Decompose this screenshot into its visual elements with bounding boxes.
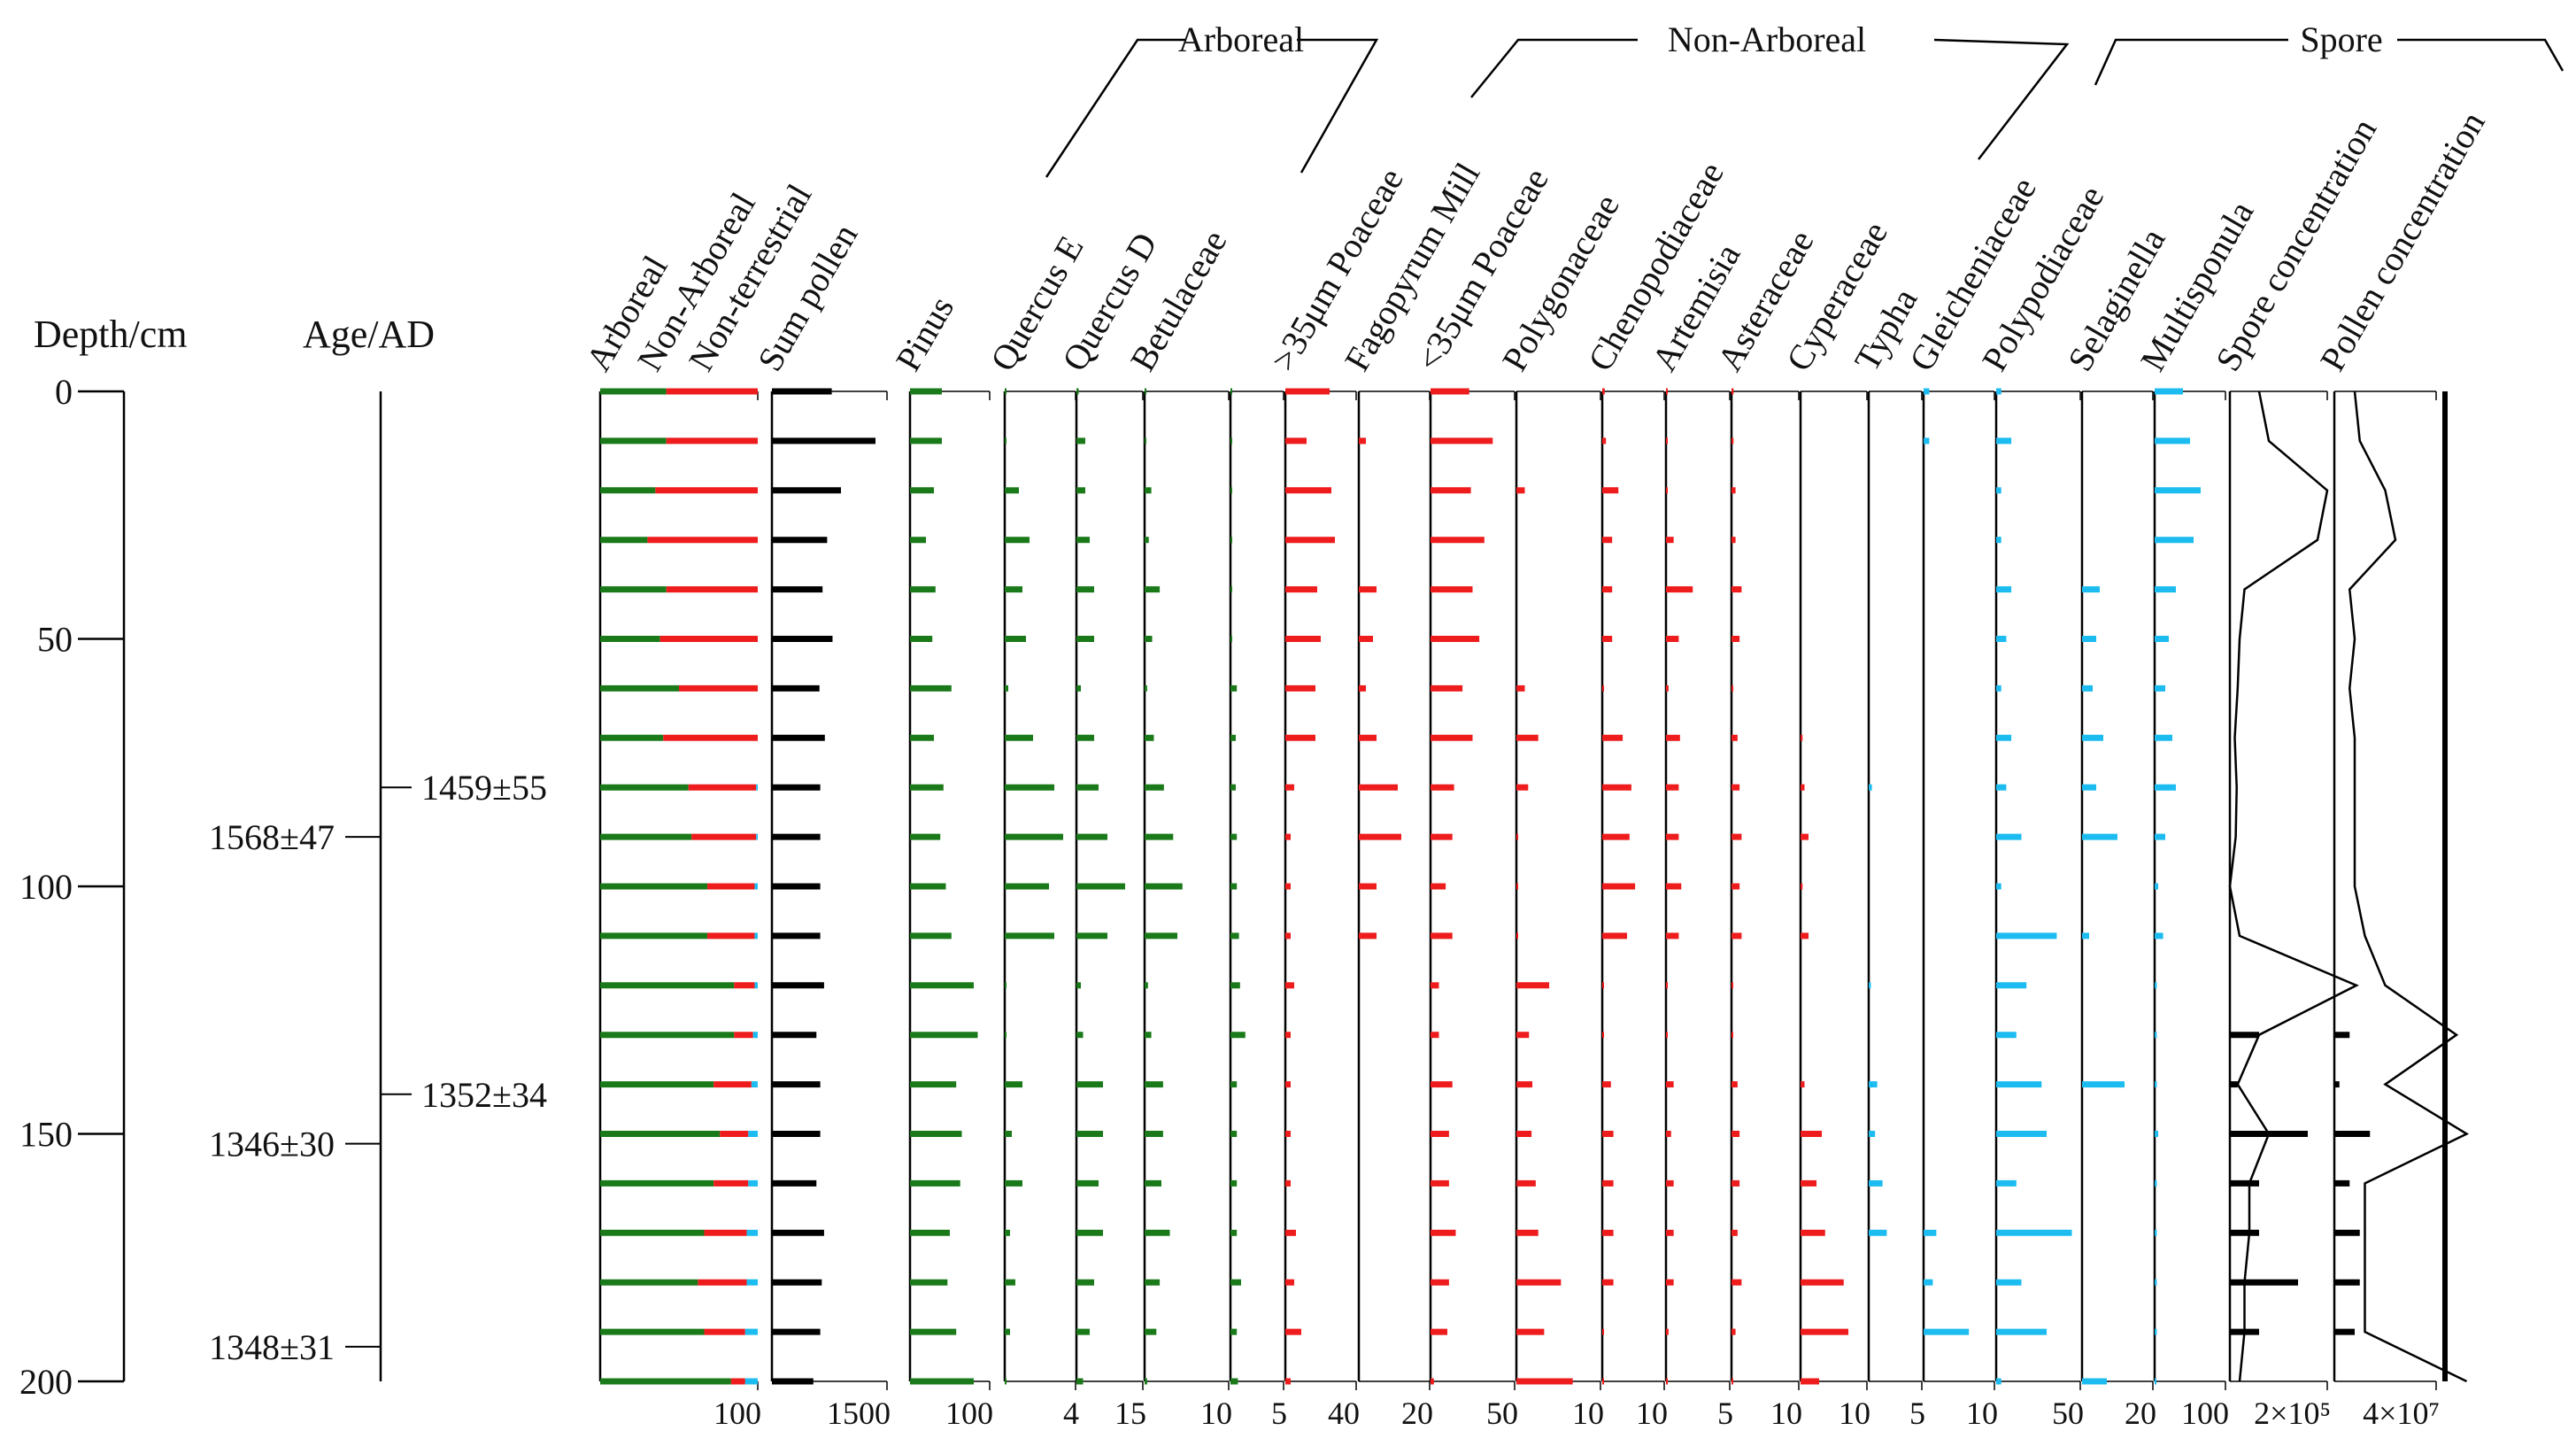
group-bracket-line [1297,38,1379,174]
column-scale-label: 1500 [827,1396,891,1431]
column-scale-label: 10 [1839,1396,1870,1431]
column-scale-label: 10 [1966,1396,1998,1431]
column-scale-label: 5 [1717,1396,1733,1431]
column-scale-label: 5 [1271,1396,1287,1431]
group-bracket-line [1045,38,1186,178]
column-scale-label: 10 [1200,1396,1232,1431]
age-axis-label: Age/AD [303,313,435,356]
depth-tick-label: 150 [19,1115,73,1155]
group-bracket-line [1933,38,2070,160]
chart-marks [598,388,2470,1390]
column-scale-label: 10 [1572,1396,1604,1431]
depth-tick-label: 50 [37,620,73,660]
column-scale-label: 2×10⁵ [2254,1396,2331,1431]
group-bracket-line [1470,38,1638,98]
column-scale-label: 15 [1114,1396,1146,1431]
group-bracket-line [2397,38,2564,72]
spore-concentration-curve [2228,390,2359,1382]
scale-labels: 100 1500 100 4 15 10 5 40 20 50 10 10 5 10 10 5 10 50 20 10… [713,1396,2440,1431]
age-date-label: 1459±55 [421,768,547,808]
column-scale-label: 10 [1770,1396,1802,1431]
column-scale-label: 50 [2052,1396,2084,1431]
column-scale-label: 4×10⁷ [2363,1396,2440,1431]
depth-tick-label: 200 [19,1362,73,1402]
depth-tick-label: 0 [55,372,73,412]
column-scale-label: 100 [713,1396,761,1431]
age-date-label: 1346±30 [209,1125,335,1164]
depth-age-axes: Depth/cm Age/AD 0 50 100 150 200 1459±55 1568±… [19,313,547,1402]
group-label-spore: Spore [2300,19,2382,59]
column-scale-label: 100 [2181,1396,2229,1431]
column-scale-label: 20 [1401,1396,1433,1431]
column-scale-label: 10 [1636,1396,1668,1431]
group-bracket-line [2094,38,2288,86]
group-label-non-arboreal: Non-Arboreal [1668,19,1866,59]
depth-axis-label: Depth/cm [34,313,188,356]
column-scale-label: 20 [2125,1396,2156,1431]
pollen-concentration-curve [2348,390,2470,1383]
age-date-label: 1348±31 [209,1327,335,1367]
column-scale-label: 50 [1486,1396,1518,1431]
column-scale-label: 40 [1328,1396,1360,1431]
group-brackets: Arboreal Non-Arboreal Spore [1045,19,2564,178]
age-date-label: 1568±47 [209,817,335,857]
column-scale-label: 100 [945,1396,993,1431]
group-label-arboreal: Arboreal [1178,19,1304,59]
column-scale-label: 4 [1063,1396,1079,1431]
age-date-label: 1352±34 [421,1075,547,1115]
depth-tick-label: 100 [19,867,73,907]
column-header-pinus: Pinus [888,290,961,378]
column-scale-label: 5 [1909,1396,1925,1431]
